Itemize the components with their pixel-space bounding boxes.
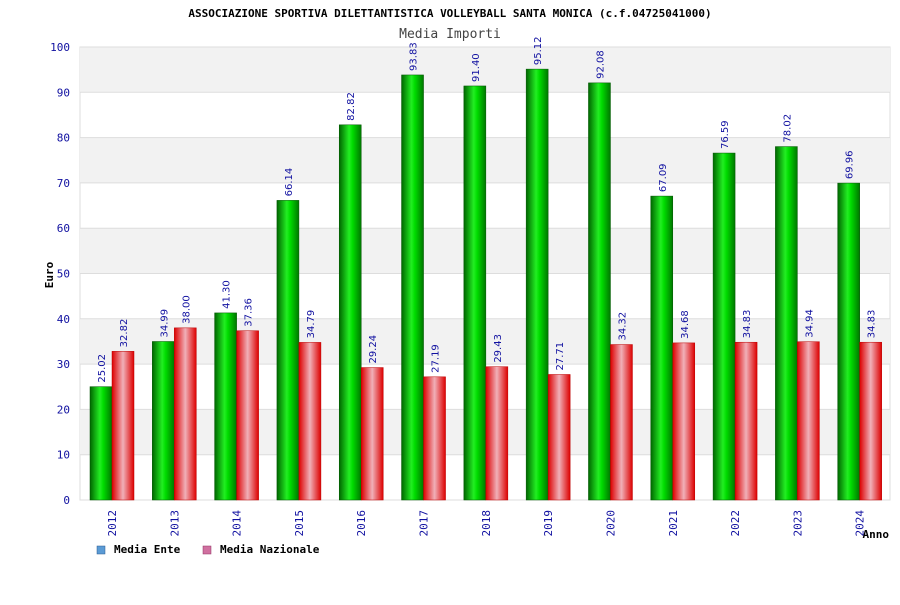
data-label: 34.79 (306, 310, 317, 339)
data-labels: 25.02 34.99 41.30 66.14 82.82 93.83 91.40 95.12… (97, 36, 878, 382)
data-label: 91.40 (471, 53, 482, 82)
legend-swatch-nazionale (202, 545, 212, 555)
x-axis-label: Anno (863, 528, 890, 541)
data-label: 34.83 (742, 310, 753, 339)
x-tick-label: 2017 (418, 510, 431, 537)
x-tick-label: 2023 (791, 510, 804, 537)
data-label: 38.00 (181, 295, 192, 324)
x-tick-label: 2024 (854, 510, 867, 537)
y-ticks: 0 10 20 30 40 50 60 70 80 90 100 (50, 41, 70, 507)
bar-nazionale (672, 342, 696, 501)
bar-ente (401, 74, 424, 501)
x-tick-label: 2012 (106, 510, 119, 537)
data-label: 69.96 (845, 150, 856, 179)
bar-nazionale (236, 330, 259, 501)
bar-ente (525, 68, 549, 501)
bar-nazionale (174, 327, 197, 501)
data-label: 41.30 (222, 280, 233, 309)
bar-ente (214, 312, 237, 501)
data-label: 78.02 (782, 114, 793, 143)
y-tick-label: 0 (63, 494, 70, 507)
data-label: 32.82 (119, 319, 130, 348)
data-label: 34.83 (867, 310, 878, 339)
y-tick-label: 60 (57, 222, 70, 235)
data-label: 76.59 (720, 120, 731, 149)
y-tick-label: 90 (57, 86, 70, 99)
legend-label-ente: Media Ente (114, 543, 181, 556)
x-tick-label: 2015 (293, 510, 306, 537)
legend-swatch-ente (96, 545, 106, 555)
y-tick-label: 40 (57, 313, 70, 326)
y-tick-label: 80 (57, 132, 70, 145)
bar-nazionale (797, 341, 820, 501)
data-label: 92.08 (595, 50, 606, 79)
bar-nazionale (423, 376, 446, 501)
x-tick-label: 2014 (231, 510, 244, 537)
bars (89, 68, 882, 501)
y-tick-label: 100 (50, 41, 70, 54)
x-tick-label: 2022 (729, 510, 742, 537)
chart-title: ASSOCIAZIONE SPORTIVA DILETTANTISTICA VO… (188, 7, 711, 20)
data-label: 34.99 (159, 309, 170, 338)
data-label: 34.94 (804, 309, 815, 338)
data-label: 66.14 (284, 168, 295, 197)
x-tick-label: 2020 (604, 510, 617, 537)
data-label: 34.68 (680, 310, 691, 339)
bar-ente (712, 152, 736, 501)
data-label: 93.83 (409, 42, 420, 71)
y-tick-label: 10 (57, 449, 70, 462)
y-tick-label: 50 (57, 268, 70, 281)
y-tick-label: 70 (57, 177, 70, 190)
bar-ente (338, 124, 362, 501)
data-label: 37.36 (244, 298, 255, 327)
bar-nazionale (734, 341, 758, 501)
x-tick-label: 2013 (168, 510, 181, 537)
data-label: 25.02 (97, 354, 108, 383)
bar-ente (588, 82, 611, 501)
bar-nazionale (485, 366, 509, 501)
bar-nazionale (298, 342, 322, 501)
x-ticks: 2012 2013 2014 2015 2016 2017 2018 2019 2020 2021… (106, 510, 867, 537)
data-label: 82.82 (346, 92, 357, 121)
x-tick-label: 2019 (542, 510, 555, 537)
legend-label-nazionale: Media Nazionale (220, 543, 320, 556)
bar-nazionale (547, 374, 571, 501)
y-axis-label: Euro (43, 261, 56, 288)
data-label: 29.43 (493, 334, 504, 363)
bar-ente (276, 200, 300, 501)
data-label: 67.09 (658, 163, 669, 192)
y-tick-label: 20 (57, 403, 70, 416)
x-tick-label: 2018 (480, 510, 493, 537)
bar-ente (837, 182, 860, 501)
bar-ente (152, 341, 175, 501)
legend: Media Ente Media Nazionale (96, 543, 320, 556)
data-label: 29.24 (368, 335, 379, 364)
data-label: 27.71 (555, 342, 566, 371)
chart-subtitle: Media Importi (399, 27, 501, 42)
bar-nazionale (859, 341, 882, 501)
data-label: 27.19 (431, 344, 442, 373)
bar-ente (463, 85, 487, 501)
x-tick-label: 2021 (667, 510, 680, 537)
bar-ente (650, 195, 674, 501)
x-tick-label: 2016 (355, 510, 368, 537)
grid-band (80, 47, 890, 93)
data-label: 95.12 (533, 36, 544, 65)
bar-ente (775, 146, 798, 501)
data-label: 34.32 (617, 312, 628, 341)
bar-nazionale (360, 367, 384, 501)
bar-ente (89, 386, 113, 501)
y-tick-label: 30 (57, 358, 70, 371)
bar-nazionale (610, 344, 633, 501)
bar-nazionale (111, 351, 135, 501)
